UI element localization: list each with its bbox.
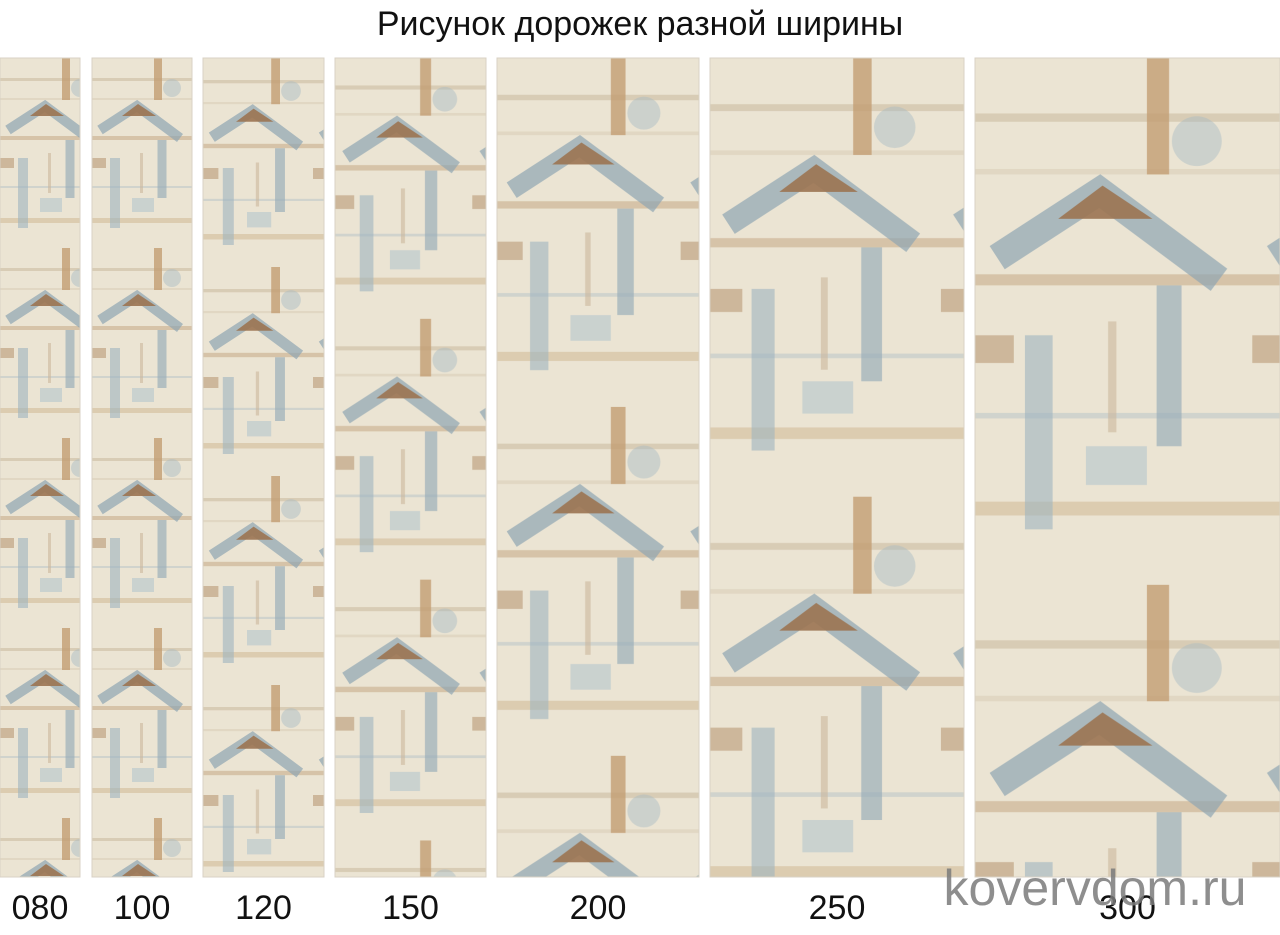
runner-width-label: 100 (114, 889, 171, 927)
runner: 150 (334, 57, 487, 927)
watermark: kovervdom.ru (944, 860, 1247, 916)
runner-width-label: 300 (1099, 889, 1156, 927)
runner-panel (709, 57, 965, 878)
runner-panel (974, 57, 1280, 878)
runner: 120 (202, 57, 325, 927)
runner-width-label: 200 (570, 889, 627, 927)
runner: 080 (0, 57, 81, 927)
runner: 300 (974, 57, 1280, 927)
runner: 250 (709, 57, 965, 927)
runners: 080 100 120 150 200 250 300 (0, 57, 1280, 927)
runner-panel (202, 57, 325, 878)
runner-panel (0, 57, 81, 878)
runner: 100 (91, 57, 193, 927)
runner-panel (91, 57, 193, 878)
runner-width-label: 150 (382, 889, 439, 927)
runner: 200 (496, 57, 700, 927)
runner-panel (496, 57, 700, 878)
runner-panel (334, 57, 487, 878)
runner-width-label: 120 (235, 889, 292, 927)
runner-width-label: 250 (809, 889, 866, 927)
runner-width-label: 080 (12, 889, 69, 927)
title: Рисунок дорожек разной ширины (377, 5, 903, 43)
